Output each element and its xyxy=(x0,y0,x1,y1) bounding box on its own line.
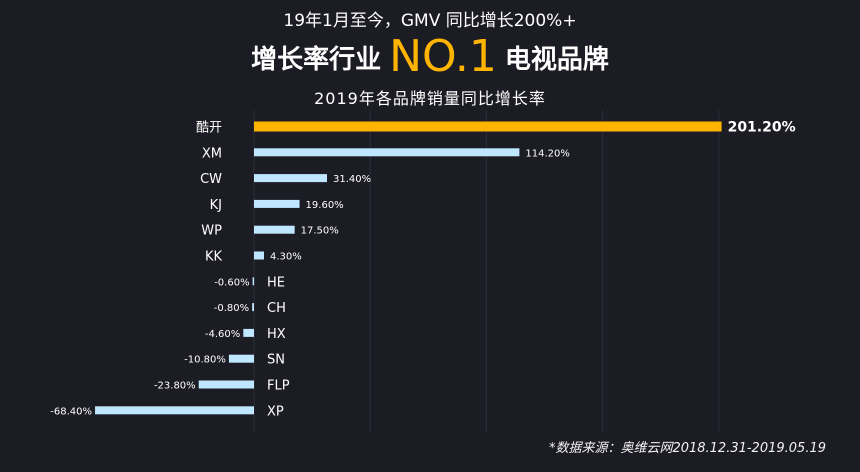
growth-bar-chart: 酷开 201.20% XM 114.20% CW 31.40% KJ 19.60% WP 17.5… xyxy=(50,110,796,432)
main-title: 增长率行业 NO.1 电视品牌 xyxy=(0,28,860,82)
bar-9 xyxy=(228,354,254,363)
value-label-11: -68.40% xyxy=(50,406,92,417)
value-label-5: 4.30% xyxy=(270,252,302,263)
bar-7 xyxy=(252,303,254,312)
category-label-8: HX xyxy=(267,327,286,342)
value-label-10: -23.80% xyxy=(154,381,196,392)
category-label-5: KK xyxy=(205,250,223,265)
bar-11 xyxy=(95,406,255,415)
category-label-3: KJ xyxy=(210,198,222,213)
category-label-10: FLP xyxy=(267,379,290,394)
category-label-4: WP xyxy=(201,224,222,239)
bar-0 xyxy=(254,121,722,132)
value-label-9: -10.80% xyxy=(184,355,226,366)
value-label-8: -4.60% xyxy=(205,329,240,340)
bar-10 xyxy=(198,380,254,389)
category-label-0: 酷开 xyxy=(196,121,222,136)
bar-3 xyxy=(254,199,300,208)
main-title-highlight: NO.1 xyxy=(389,31,497,82)
main-title-prefix: 增长率行业 xyxy=(251,45,382,75)
value-label-0: 201.20% xyxy=(728,120,796,136)
category-label-2: CW xyxy=(200,172,222,187)
value-label-2: 31.40% xyxy=(333,174,371,185)
category-label-6: HE xyxy=(267,275,285,290)
bar-6 xyxy=(252,277,255,286)
bar-2 xyxy=(254,174,327,183)
bar-8 xyxy=(243,328,254,337)
category-label-9: SN xyxy=(267,353,285,368)
bar-4 xyxy=(254,225,295,234)
value-label-7: -0.80% xyxy=(214,303,249,314)
category-label-7: CH xyxy=(267,301,286,316)
category-label-1: XM xyxy=(202,146,222,161)
value-label-3: 19.60% xyxy=(306,200,344,211)
bar-5 xyxy=(254,251,264,260)
headline: 19年1月至今，GMV 同比增长200%+ xyxy=(283,11,577,31)
value-label-6: -0.60% xyxy=(214,277,249,288)
value-label-4: 17.50% xyxy=(301,226,339,237)
chart-title: 2019年各品牌销量同比增长率 xyxy=(314,89,546,108)
category-label-11: XP xyxy=(267,404,284,419)
bar-1 xyxy=(254,148,520,157)
data-source-note: *数据来源：奥维云网2018.12.31-2019.05.19 xyxy=(548,441,826,456)
value-label-1: 114.20% xyxy=(525,148,570,159)
main-title-suffix: 电视品牌 xyxy=(504,45,609,75)
